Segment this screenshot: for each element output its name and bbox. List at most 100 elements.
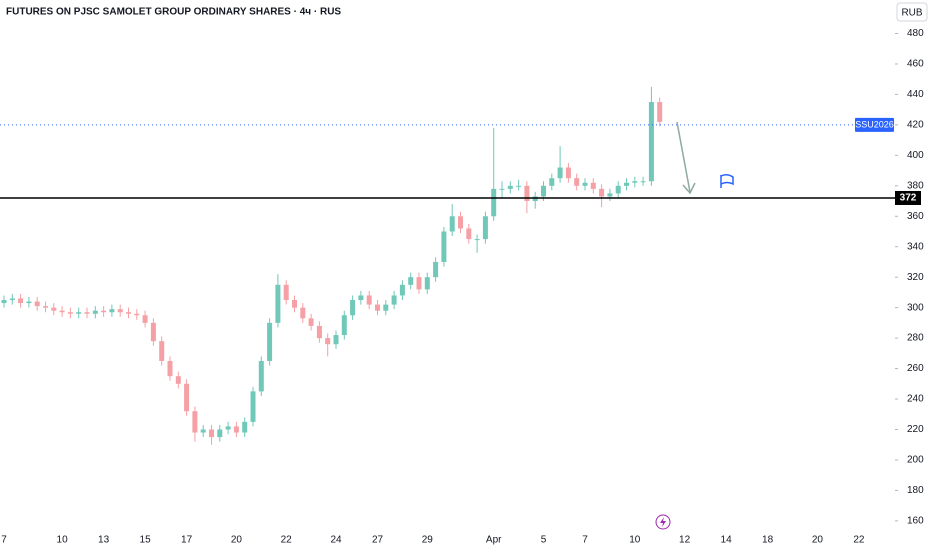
currency-box[interactable] <box>896 2 928 22</box>
x-tick-label: 5 <box>541 535 547 546</box>
candle-body <box>491 188 497 217</box>
candle-body <box>375 304 380 311</box>
candle-body <box>51 307 57 311</box>
candle-body <box>109 309 115 313</box>
y-tick-label: 460 <box>907 59 924 70</box>
candle-body <box>159 341 165 361</box>
candle-body <box>92 310 98 314</box>
y-tick-label: 400 <box>907 150 924 161</box>
y-tick-label: 160 <box>907 516 924 527</box>
candle-body <box>76 312 82 314</box>
candle-body <box>59 310 65 313</box>
chart-title: FUTURES ON PJSC SAMOLET GROUP ORDINARY S… <box>6 7 341 18</box>
candle-body <box>341 315 347 336</box>
x-tick-label: 27 <box>372 535 384 546</box>
candle-body <box>541 185 546 197</box>
candle-body <box>441 231 447 262</box>
y-tick-label: 440 <box>907 89 924 100</box>
candle-body <box>474 239 480 241</box>
candle-body <box>258 360 264 392</box>
candle-body <box>383 304 389 311</box>
candle-body <box>657 102 663 122</box>
y-tick-label: 420 <box>907 120 924 131</box>
candle-body <box>283 284 289 301</box>
candle-body <box>557 167 563 179</box>
y-tick-label: 300 <box>907 302 924 313</box>
x-tick-label: 29 <box>422 535 434 546</box>
candle-body <box>433 261 439 278</box>
candle-body <box>391 295 397 305</box>
candle-body <box>308 318 314 326</box>
candle-body <box>67 312 73 314</box>
x-tick-label: 20 <box>812 535 824 546</box>
level-label: 372 <box>900 193 917 204</box>
x-tick-label: 10 <box>57 535 69 546</box>
x-tick-label: Apr <box>486 535 502 546</box>
candle-body <box>549 178 555 186</box>
candle-body <box>624 182 629 186</box>
candle-body <box>184 383 190 412</box>
candle-body <box>217 429 223 438</box>
reference-label-box <box>855 117 894 132</box>
candle-body <box>333 335 339 345</box>
candle-body <box>640 181 646 183</box>
candle-body <box>26 301 32 304</box>
x-tick-label: 14 <box>721 535 733 546</box>
candle-body <box>524 185 530 202</box>
candle-body <box>242 421 248 433</box>
candle-body <box>200 429 206 433</box>
y-tick-label: 220 <box>907 424 924 435</box>
candle-body <box>209 429 214 438</box>
candle-body <box>84 312 90 314</box>
candle-body <box>565 167 571 179</box>
candle-body <box>233 426 239 433</box>
candle-body <box>516 185 522 187</box>
candle-body <box>250 391 256 422</box>
candle-body <box>424 277 430 290</box>
candle-body <box>225 426 231 430</box>
candle-body <box>101 310 107 313</box>
y-tick-label: 180 <box>907 485 924 496</box>
candle-body <box>18 298 24 304</box>
candle-body <box>532 196 538 202</box>
candle-body <box>358 295 364 301</box>
candle-body <box>150 322 156 342</box>
x-tick-label: 22 <box>853 535 865 546</box>
x-tick-label: 10 <box>629 535 641 546</box>
candle-body <box>134 313 140 316</box>
event-bolt <box>660 517 666 527</box>
candle-body <box>574 178 580 186</box>
candle-body <box>292 300 297 308</box>
y-tick-label: 280 <box>907 333 924 344</box>
level-label-box <box>895 190 921 205</box>
candle-body <box>366 295 372 305</box>
candle-body <box>300 307 306 319</box>
x-tick-label: 18 <box>762 535 774 546</box>
x-tick-label: 13 <box>98 535 110 546</box>
candle-body <box>126 312 131 314</box>
x-tick-label: 24 <box>330 535 342 546</box>
x-tick-label: 12 <box>679 535 691 546</box>
x-tick-label: 7 <box>1 535 7 546</box>
candle-body <box>192 411 198 433</box>
currency[interactable]: RUB <box>901 8 922 19</box>
candle-body <box>267 322 273 361</box>
plot: 160 180 200 220 240 260 280 300 320 340 360 380 400 4… <box>0 28 924 546</box>
candle-body <box>615 185 621 194</box>
candle-body <box>167 360 173 377</box>
y-tick-label: 340 <box>907 241 924 252</box>
x-tick-label: 20 <box>231 535 243 546</box>
candle-body <box>34 301 40 307</box>
y-tick-label: 360 <box>907 211 924 222</box>
candle-body <box>590 182 596 189</box>
candle-body <box>1 300 7 304</box>
x-tick-label: 17 <box>181 535 193 546</box>
y-tick-label: 260 <box>907 363 924 374</box>
candle-body <box>449 216 455 232</box>
candle-body <box>175 376 181 384</box>
reference-label[interactable]: SSU2026 <box>855 119 894 129</box>
flag-icon[interactable] <box>720 173 734 188</box>
candle-body <box>9 298 15 301</box>
